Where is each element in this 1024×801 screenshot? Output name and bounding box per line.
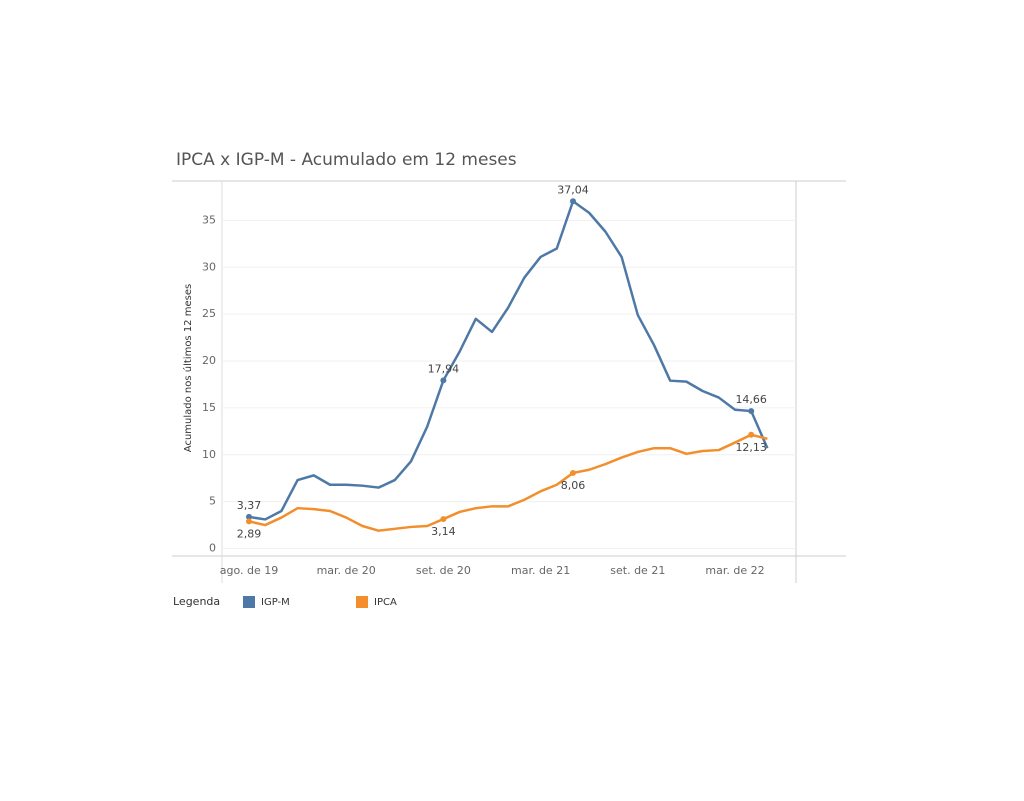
- y-tick-label: 5: [209, 495, 216, 508]
- data-label: 3,14: [431, 525, 456, 538]
- data-label: 2,89: [237, 527, 262, 540]
- legend-swatch: [243, 596, 255, 608]
- data-label: 37,04: [557, 183, 589, 196]
- data-label: 3,37: [237, 499, 262, 512]
- x-tick-label: ago. de 19: [220, 564, 279, 577]
- data-label: 14,66: [735, 393, 767, 406]
- y-tick-label: 25: [202, 307, 216, 320]
- data-label: 17,94: [428, 362, 460, 375]
- y-tick-label: 20: [202, 354, 216, 367]
- point: [748, 408, 755, 415]
- y-tick-label: 30: [202, 260, 216, 273]
- legend-swatch: [356, 596, 368, 608]
- x-tick-label: mar. de 21: [511, 564, 570, 577]
- point: [570, 198, 576, 205]
- y-axis-label: Acumulado nos últimos 12 meses: [182, 284, 194, 452]
- x-tick-label: mar. de 22: [705, 564, 764, 577]
- point: [246, 518, 252, 525]
- x-tick-label: set. de 21: [610, 564, 665, 577]
- x-tick-label: mar. de 20: [317, 564, 376, 577]
- point: [748, 431, 755, 438]
- series-line: [248, 200, 769, 521]
- data-label: 12,13: [735, 441, 767, 454]
- data-label: 8,06: [561, 479, 586, 492]
- y-tick-label: 35: [202, 213, 216, 226]
- point: [570, 469, 576, 476]
- series-line: [248, 433, 768, 532]
- y-tick-label: 10: [202, 448, 216, 461]
- y-tick-label: 15: [202, 401, 216, 414]
- legend-label: IGP-M: [261, 597, 290, 608]
- x-tick-label: set. de 20: [416, 564, 471, 577]
- y-tick-label: 0: [209, 542, 216, 555]
- chart-title: IPCA x IGP-M - Acumulado em 12 meses: [176, 150, 517, 170]
- legend-label: IPCA: [374, 597, 397, 608]
- point: [440, 377, 447, 384]
- legend-title: Legenda: [173, 595, 220, 608]
- point: [440, 516, 447, 523]
- point: [246, 513, 252, 520]
